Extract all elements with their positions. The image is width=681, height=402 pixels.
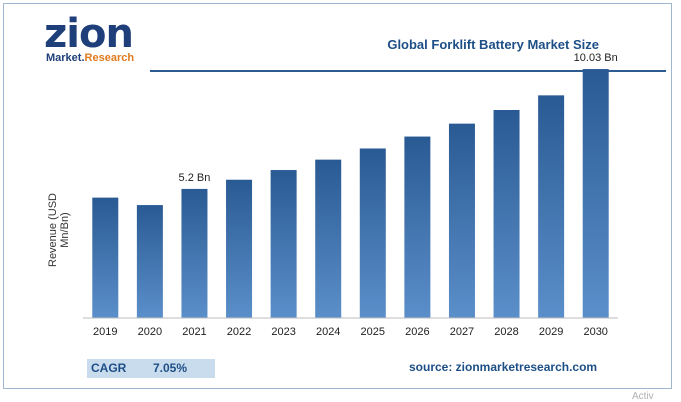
bar-2021 <box>181 188 208 318</box>
logo-wordmark: zion <box>44 11 134 57</box>
bar-2019 <box>92 197 119 318</box>
bar-2027 <box>448 123 475 318</box>
x-tick-2028: 2028 <box>494 326 518 338</box>
x-tick-2025: 2025 <box>361 326 385 338</box>
source-credit: source: zionmarketresearch.com <box>409 360 598 374</box>
x-tick-2030: 2030 <box>583 326 607 338</box>
x-tick-2029: 2029 <box>539 326 563 338</box>
bar-2023 <box>270 170 297 318</box>
x-tick-2019: 2019 <box>93 326 117 338</box>
bar-2025 <box>359 148 386 318</box>
data-label-2030: 10.03 Bn <box>574 52 618 64</box>
x-tick-2027: 2027 <box>450 326 474 338</box>
x-tick-2022: 2022 <box>227 326 251 338</box>
bar-2029 <box>538 95 565 319</box>
os-watermark: Activ <box>632 391 654 402</box>
cagr-value: 7.05% <box>153 361 188 375</box>
logo-subtitle: Market.Research <box>44 52 134 64</box>
bar-2028 <box>493 109 520 318</box>
logo-subtitle-research: Research <box>84 52 135 64</box>
x-tick-2023: 2023 <box>271 326 295 338</box>
data-label-2021: 5.2 Bn <box>179 172 211 184</box>
zion-logo: zion Market.Research <box>44 14 134 64</box>
x-tick-2026: 2026 <box>405 326 429 338</box>
bar-2022 <box>226 179 253 318</box>
x-tick-2024: 2024 <box>316 326 340 338</box>
cagr-box <box>87 359 215 378</box>
chart-title: Global Forklift Battery Market Size <box>387 37 599 52</box>
x-tick-2021: 2021 <box>182 326 206 338</box>
logo-subtitle-market: Market. <box>46 52 85 64</box>
x-tick-2020: 2020 <box>138 326 162 338</box>
bar-2020 <box>136 205 163 318</box>
bar-2024 <box>315 159 342 318</box>
bar-2030 <box>582 69 609 318</box>
title-divider <box>150 70 666 72</box>
cagr-label: CAGR <box>91 361 127 375</box>
bar-2026 <box>404 136 431 318</box>
